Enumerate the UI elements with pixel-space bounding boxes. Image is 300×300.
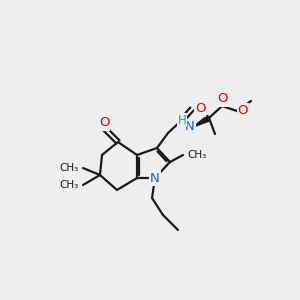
Text: CH₃: CH₃ — [188, 150, 207, 160]
Text: O: O — [217, 92, 227, 106]
Text: H: H — [178, 113, 186, 127]
Text: CH₃: CH₃ — [59, 180, 79, 190]
Text: O: O — [238, 104, 248, 118]
Text: N: N — [185, 121, 195, 134]
Text: N: N — [150, 172, 160, 184]
Text: O: O — [195, 103, 205, 116]
Polygon shape — [193, 116, 211, 127]
Text: CH₃: CH₃ — [59, 163, 79, 173]
Text: O: O — [99, 116, 109, 130]
